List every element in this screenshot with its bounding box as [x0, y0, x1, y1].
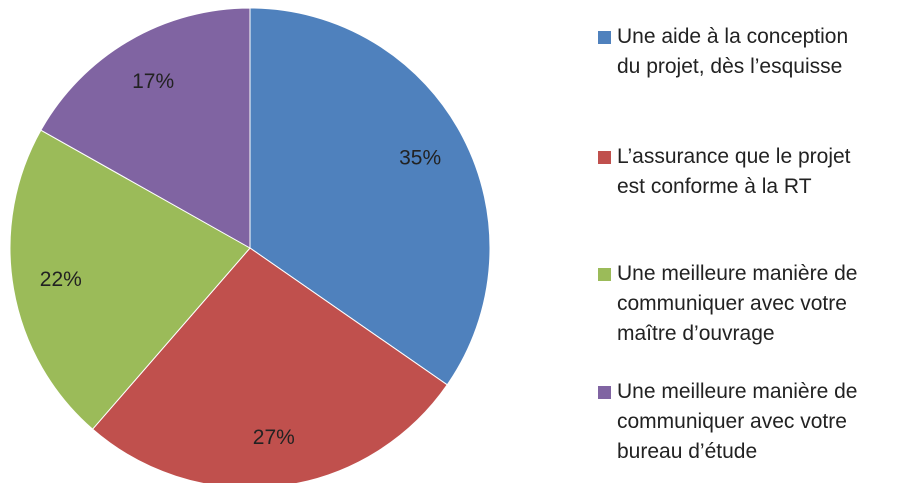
pie-slice: [9, 129, 251, 430]
data-label: 22%: [40, 268, 82, 291]
legend-item: L’assurance que le projet est conforme à…: [598, 142, 872, 202]
legend-label: Une meilleure manière de communiquer ave…: [617, 380, 858, 463]
legend-swatch: [598, 386, 611, 399]
legend-item: Une meilleure manière de communiquer ave…: [598, 377, 872, 467]
pie-area: 35% 27% 22% 17%: [9, 7, 491, 483]
legend-label: Une aide à la conception du projet, dès …: [617, 25, 849, 78]
legend-item: Une aide à la conception du projet, dès …: [598, 22, 872, 82]
legend-item: Une meilleure manière de communiquer ave…: [598, 259, 872, 349]
legend-swatch: [598, 31, 611, 44]
legend-label: Une meilleure manière de communiquer ave…: [617, 262, 858, 345]
pie-slice: [91, 247, 448, 483]
pie-slice: [40, 7, 251, 249]
legend-swatch: [598, 268, 611, 281]
legend-swatch: [598, 151, 611, 164]
pie-slice: [249, 7, 491, 386]
data-label: 35%: [399, 147, 441, 170]
legend-label: L’assurance que le projet est conforme à…: [617, 145, 851, 198]
data-label: 27%: [253, 426, 295, 449]
data-label: 17%: [132, 70, 174, 93]
